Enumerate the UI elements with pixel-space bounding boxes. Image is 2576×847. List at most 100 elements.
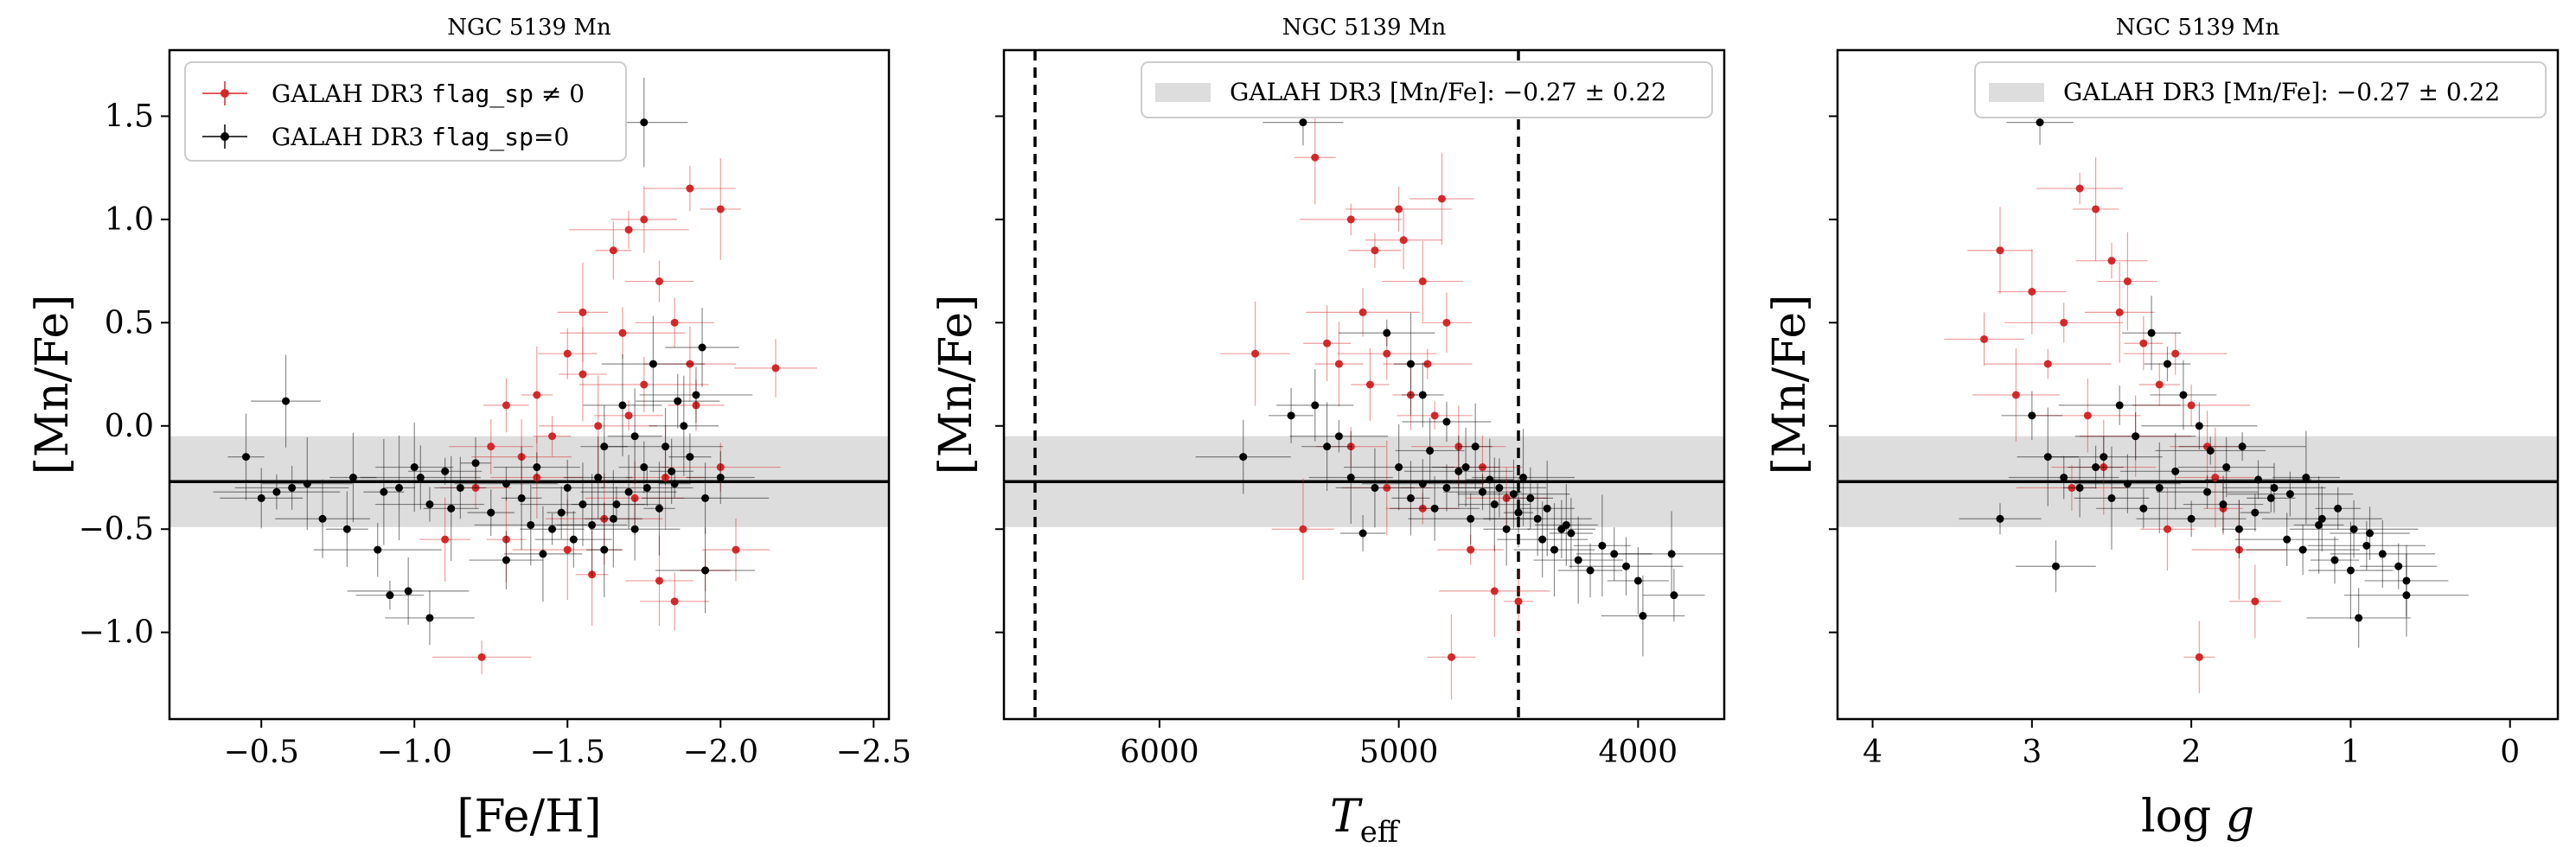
legend: GALAH DR3 [Mn/Fe]: −0.27 ± 0.22 xyxy=(1141,61,1713,118)
unflagged-point xyxy=(1533,514,1542,523)
unflagged-point xyxy=(2195,422,2203,430)
legend-band-swatch xyxy=(1989,83,2044,102)
unflagged-point xyxy=(2366,529,2375,538)
unflagged-point xyxy=(1567,529,1576,538)
unflagged-point xyxy=(517,494,526,502)
flagged-point xyxy=(624,226,633,234)
y-tick-label: 1.5 xyxy=(105,99,154,134)
unflagged-point xyxy=(1442,483,1451,492)
flagged-point xyxy=(1346,215,1355,224)
flagged-point xyxy=(578,370,587,379)
unflagged-point xyxy=(2060,474,2068,481)
unflagged-point xyxy=(2203,487,2212,496)
flagged-point xyxy=(441,535,450,544)
unflagged-point xyxy=(1633,576,1642,585)
unflagged-point xyxy=(680,422,688,430)
flagged-point xyxy=(548,432,557,441)
unflagged-point xyxy=(701,494,710,502)
x-tick-label: 1 xyxy=(2341,735,2361,770)
unflagged-point xyxy=(2115,401,2124,410)
unflagged-point xyxy=(716,474,725,481)
flagged-point xyxy=(630,494,639,502)
unflagged-point xyxy=(2402,576,2411,585)
unflagged-point xyxy=(2132,432,2140,441)
unflagged-point xyxy=(1598,541,1607,550)
panel-title: NGC 5139 Mn xyxy=(447,15,611,41)
unflagged-point xyxy=(630,525,639,533)
unflagged-point xyxy=(1667,550,1676,558)
flagged-point xyxy=(2107,257,2116,265)
unflagged-point xyxy=(303,480,311,488)
unflagged-point xyxy=(1323,443,1332,451)
x-tick-label: 4 xyxy=(1863,735,1882,770)
unflagged-point xyxy=(1442,417,1451,426)
unflagged-point xyxy=(242,453,251,462)
unflagged-point xyxy=(2251,508,2260,517)
flagged-point xyxy=(662,474,670,481)
unflagged-point xyxy=(1461,463,1470,472)
flagged-point xyxy=(2195,653,2203,661)
unflagged-point xyxy=(272,487,281,496)
unflagged-point xyxy=(1430,504,1439,513)
unflagged-point xyxy=(640,463,649,472)
flagged-point xyxy=(2075,184,2084,193)
unflagged-point xyxy=(698,343,706,352)
unflagged-point xyxy=(2163,360,2171,368)
x-axis-label: Teff xyxy=(1330,791,1401,847)
unflagged-point xyxy=(2355,614,2363,622)
unflagged-point xyxy=(1406,360,1415,368)
unflagged-point xyxy=(1996,514,2004,523)
x-axis-label: [Fe/H] xyxy=(457,791,601,843)
unflagged-point xyxy=(1670,591,1678,600)
unflagged-point xyxy=(1311,401,1320,410)
unflagged-point xyxy=(2051,562,2060,570)
flagged-point xyxy=(502,401,510,410)
unflagged-point xyxy=(2402,591,2411,600)
unflagged-point xyxy=(2270,483,2279,492)
flagged-point xyxy=(2115,308,2124,316)
flagged-point xyxy=(2139,339,2148,347)
unflagged-point xyxy=(2346,566,2355,575)
unflagged-point xyxy=(1358,529,1367,538)
unflagged-point xyxy=(668,467,676,475)
flagged-point xyxy=(2211,474,2220,481)
y-axis-label: [Mn/Fe] xyxy=(1764,295,1816,475)
unflagged-point xyxy=(2107,494,2116,502)
unflagged-point xyxy=(1406,494,1415,502)
unflagged-point xyxy=(2028,411,2036,420)
unflagged-point xyxy=(630,432,639,441)
unflagged-point xyxy=(2283,535,2292,544)
flagged-point xyxy=(686,184,694,193)
unflagged-point xyxy=(2349,525,2358,533)
unflagged-point xyxy=(1371,483,1379,492)
unflagged-point xyxy=(2139,504,2148,513)
flagged-point xyxy=(1418,504,1427,513)
unflagged-point xyxy=(2394,562,2403,570)
unflagged-point xyxy=(1639,612,1647,621)
legend-entry-label: GALAH DR3 [Mn/Fe]: −0.27 ± 0.22 xyxy=(1230,78,1666,106)
flagged-point xyxy=(2068,483,2076,492)
legend: GALAH DR3 [Mn/Fe]: −0.27 ± 0.22 xyxy=(1974,61,2547,118)
unflagged-point xyxy=(348,474,357,481)
flagged-point xyxy=(2171,349,2180,358)
flagged-point xyxy=(1334,360,1343,368)
flagged-point xyxy=(1371,246,1379,255)
flagged-point xyxy=(1395,205,1403,213)
legend: GALAH DR3 flag_sp ≠ 0 GALAH DR3 flag_sp=0 xyxy=(184,61,627,162)
flagged-point xyxy=(1358,308,1367,316)
flagged-point xyxy=(609,246,617,255)
flagged-point xyxy=(471,483,480,492)
unflagged-point xyxy=(1519,474,1528,481)
unflagged-point xyxy=(1514,508,1523,517)
flagged-point xyxy=(502,535,510,544)
unflagged-point xyxy=(2187,514,2196,523)
flagged-point xyxy=(1996,246,2004,255)
legend-band-swatch xyxy=(1155,83,1211,102)
unflagged-point xyxy=(674,397,682,405)
flagged-point xyxy=(624,411,633,420)
flagged-point xyxy=(1251,349,1260,358)
flagged-point xyxy=(2155,380,2164,389)
unflagged-point xyxy=(404,587,412,595)
unflagged-point xyxy=(2075,483,2084,492)
unflagged-point xyxy=(670,480,679,488)
